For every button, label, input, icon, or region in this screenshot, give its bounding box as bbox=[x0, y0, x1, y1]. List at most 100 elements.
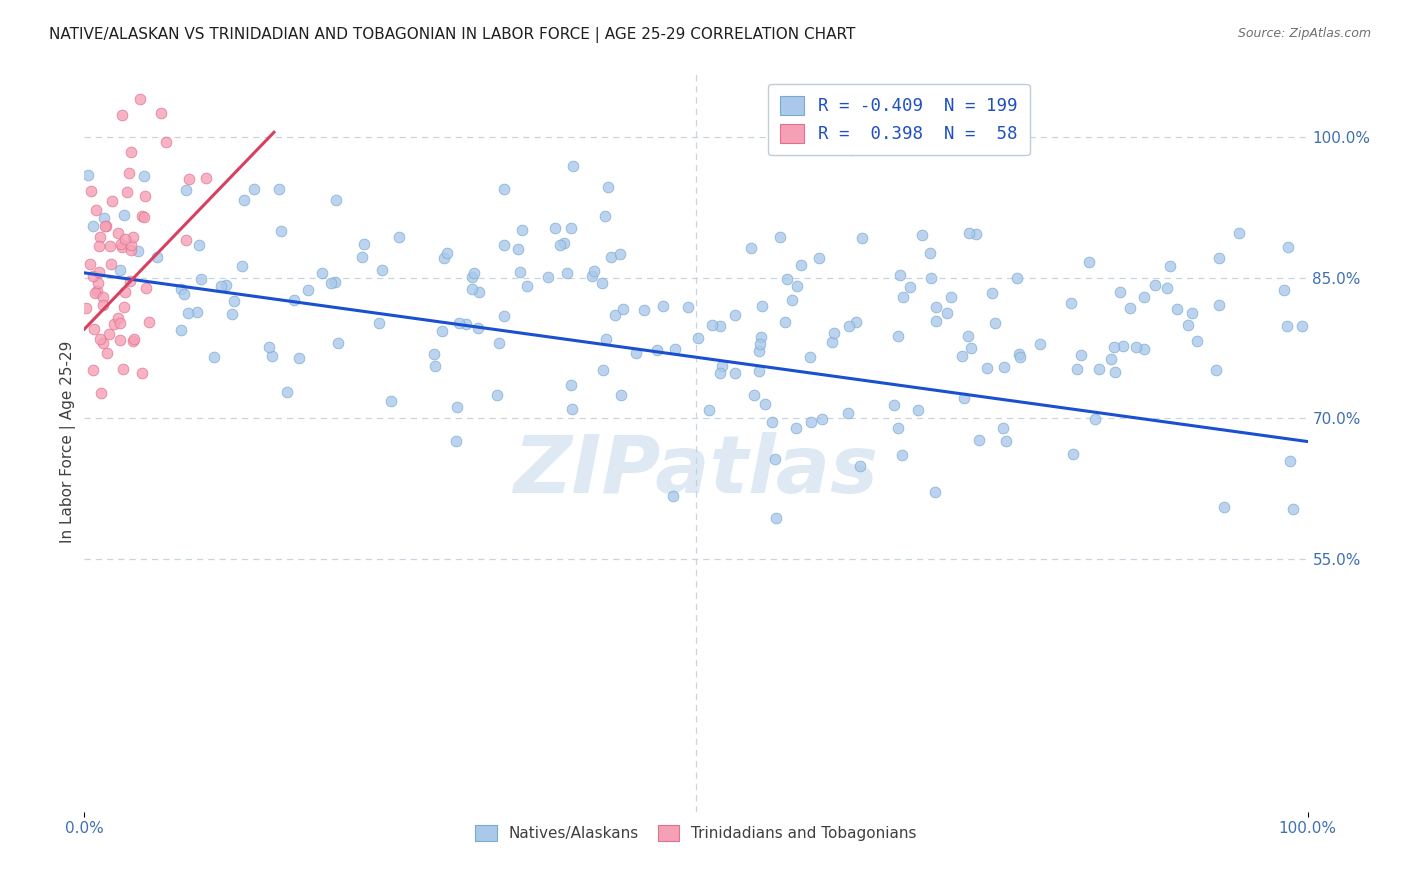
Point bbox=[780, 293, 803, 307]
Point bbox=[560, 220, 582, 235]
Point bbox=[488, 335, 510, 350]
Point bbox=[811, 412, 834, 426]
Point bbox=[555, 266, 578, 280]
Point bbox=[107, 227, 129, 241]
Point bbox=[1156, 280, 1178, 294]
Point bbox=[118, 166, 141, 180]
Point bbox=[785, 421, 807, 435]
Point bbox=[678, 301, 700, 315]
Point bbox=[79, 257, 101, 271]
Point bbox=[1277, 239, 1299, 253]
Point bbox=[120, 244, 142, 258]
Point bbox=[149, 106, 172, 120]
Point bbox=[371, 263, 394, 277]
Point bbox=[548, 238, 571, 252]
Text: ZIPatlas: ZIPatlas bbox=[513, 432, 879, 510]
Point bbox=[297, 284, 319, 298]
Point bbox=[135, 281, 157, 295]
Point bbox=[883, 398, 905, 412]
Point bbox=[748, 364, 770, 378]
Point bbox=[957, 329, 980, 343]
Point bbox=[108, 316, 131, 330]
Point bbox=[114, 232, 136, 246]
Point bbox=[463, 266, 485, 280]
Point bbox=[769, 229, 792, 244]
Point bbox=[925, 313, 948, 327]
Point bbox=[953, 391, 976, 405]
Point bbox=[468, 285, 491, 299]
Point bbox=[1099, 351, 1122, 366]
Text: Source: ZipAtlas.com: Source: ZipAtlas.com bbox=[1237, 27, 1371, 40]
Point bbox=[1102, 340, 1125, 354]
Point bbox=[257, 340, 280, 354]
Point bbox=[114, 285, 136, 300]
Point bbox=[449, 316, 471, 330]
Point bbox=[121, 238, 143, 252]
Point bbox=[749, 336, 772, 351]
Point bbox=[93, 211, 115, 225]
Point bbox=[456, 318, 478, 332]
Point bbox=[980, 285, 1002, 300]
Point bbox=[1060, 295, 1083, 310]
Point bbox=[84, 285, 107, 300]
Point bbox=[790, 258, 813, 272]
Point bbox=[118, 274, 141, 288]
Point bbox=[115, 186, 138, 200]
Point bbox=[80, 184, 103, 198]
Point bbox=[467, 320, 489, 334]
Point bbox=[598, 180, 620, 194]
Point bbox=[174, 183, 197, 197]
Point bbox=[430, 324, 453, 338]
Point bbox=[1181, 306, 1204, 320]
Point bbox=[122, 332, 145, 346]
Point bbox=[209, 278, 232, 293]
Point bbox=[388, 230, 411, 244]
Point bbox=[890, 448, 912, 462]
Point bbox=[688, 331, 710, 345]
Point bbox=[1208, 298, 1230, 312]
Point bbox=[823, 326, 845, 340]
Point bbox=[89, 332, 111, 346]
Point bbox=[967, 433, 990, 447]
Point bbox=[87, 276, 110, 290]
Point bbox=[76, 169, 98, 183]
Point bbox=[170, 282, 193, 296]
Y-axis label: In Labor Force | Age 25-29: In Labor Force | Age 25-29 bbox=[60, 341, 76, 542]
Point bbox=[111, 108, 134, 122]
Point bbox=[1062, 446, 1084, 460]
Point bbox=[86, 284, 108, 298]
Point bbox=[1144, 278, 1167, 293]
Point bbox=[1159, 259, 1181, 273]
Point bbox=[592, 363, 614, 377]
Point bbox=[799, 350, 821, 364]
Point bbox=[664, 342, 686, 356]
Point bbox=[544, 221, 567, 235]
Point bbox=[1166, 302, 1188, 317]
Point bbox=[754, 397, 776, 411]
Point bbox=[276, 384, 298, 399]
Point bbox=[75, 301, 97, 315]
Point bbox=[561, 402, 583, 417]
Point bbox=[965, 227, 987, 242]
Point bbox=[751, 299, 773, 313]
Point bbox=[1005, 271, 1028, 285]
Point bbox=[1291, 319, 1313, 334]
Point bbox=[1132, 290, 1154, 304]
Point bbox=[323, 276, 346, 290]
Point bbox=[697, 402, 720, 417]
Point bbox=[761, 415, 783, 429]
Point bbox=[516, 278, 538, 293]
Point bbox=[593, 209, 616, 223]
Point bbox=[202, 350, 225, 364]
Point bbox=[194, 171, 217, 186]
Point bbox=[748, 344, 770, 359]
Point bbox=[1087, 361, 1109, 376]
Point bbox=[112, 208, 135, 222]
Point bbox=[920, 245, 942, 260]
Point bbox=[91, 336, 114, 351]
Point bbox=[111, 362, 134, 376]
Point bbox=[91, 298, 114, 312]
Point bbox=[709, 366, 731, 380]
Point bbox=[87, 239, 110, 253]
Point bbox=[837, 406, 859, 420]
